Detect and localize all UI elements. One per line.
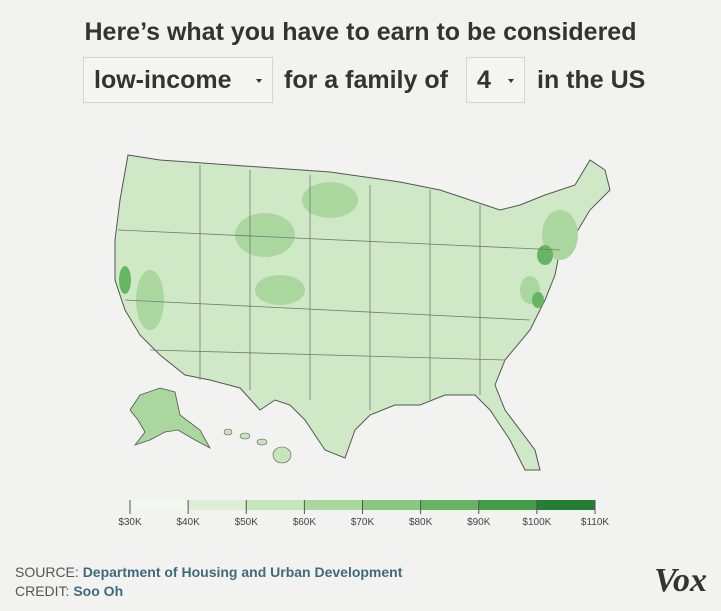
- legend-tick-label: $50K: [235, 517, 259, 528]
- legend-swatch: [304, 500, 363, 510]
- legend-swatch: [130, 500, 189, 510]
- legend-tick-label: $60K: [293, 517, 317, 528]
- legend-tick-label: $40K: [176, 517, 200, 528]
- source-label: SOURCE:: [15, 564, 79, 580]
- legend-swatch: [478, 500, 538, 510]
- income-level[interactable]: low-income: [94, 66, 232, 94]
- state-borders: [117, 165, 561, 410]
- legend-swatch: [188, 500, 247, 510]
- legend-swatch: [420, 500, 480, 510]
- family-dropdown[interactable]: 4: [466, 57, 525, 103]
- legend-swatch: [246, 500, 305, 510]
- legend-tick-label: $70K: [351, 517, 375, 528]
- source-link[interactable]: Department of Housing and Urban Developm…: [82, 564, 403, 580]
- legend-tick-label: $110K: [581, 517, 610, 528]
- legend-tick-label: $80K: [409, 517, 433, 528]
- credit-label: CREDIT:: [15, 583, 70, 599]
- suffix: in the US: [537, 66, 646, 94]
- us-map: [114, 154, 611, 471]
- caret: [256, 79, 262, 83]
- phrase: for a family of: [284, 66, 448, 94]
- family-size[interactable]: 4: [477, 66, 491, 94]
- high-regions: [119, 245, 553, 308]
- credit-name: Soo Oh: [73, 583, 124, 599]
- source: SOURCE: Department of Housing and Urban …: [15, 564, 402, 580]
- legend-tick-label: $30K: [118, 517, 142, 528]
- legend-swatch: [362, 500, 422, 510]
- legend-tick-label: $100K: [522, 517, 551, 528]
- caret: [508, 79, 514, 83]
- title: Here’s what you have to earn to be consi…: [84, 18, 637, 46]
- logo: Vox: [654, 562, 707, 599]
- hawaii: [223, 428, 292, 464]
- alaska: [129, 387, 212, 449]
- income-dropdown[interactable]: low-income: [83, 57, 273, 103]
- legend-swatch: [536, 500, 596, 510]
- legend-tick-label: $90K: [467, 517, 491, 528]
- legend: $30K $40K $50K $60K $70K $80K $90K $100K $110K: [118, 500, 610, 528]
- credit: CREDIT: Soo Oh: [15, 583, 123, 599]
